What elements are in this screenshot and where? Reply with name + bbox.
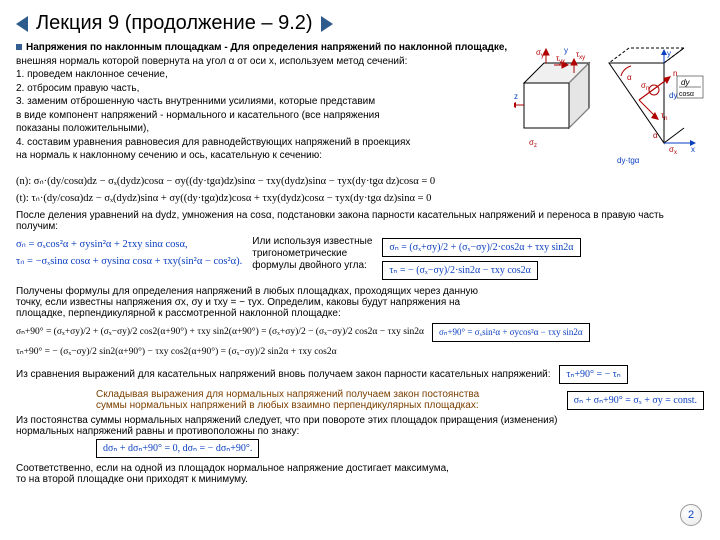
svg-text:x: x	[691, 145, 695, 154]
sigma90-long: σₙ+90° = (σₓ+σy)/2 + (σₓ−σy)/2 cos2(α+90…	[16, 326, 424, 339]
sigma90-box: σₙ+90° = σₓsin²α + σycos²α − τxy sin2α	[432, 323, 590, 342]
eq-t: (t): τₙ·(dy/cosα)dz − σₓ(dydz)sinα + σy(…	[16, 192, 704, 207]
dsigma-box: dσₙ + dσₙ+90° = 0, dσₙ = − dσₙ+90°.	[96, 439, 259, 458]
sum-box: σₙ + σₙ+90° = σₓ + σy = const.	[567, 391, 704, 410]
trig-note: Или используя известные	[252, 236, 372, 248]
svg-text:α: α	[627, 73, 632, 82]
svg-text:dy: dy	[669, 91, 677, 100]
svg-text:dy: dy	[681, 78, 690, 87]
tau-n-plain: τₙ = −σₓsinα cosα + σysinα cosα + τxy(si…	[16, 255, 242, 270]
sigma-n-boxed: σₙ = (σₓ+σy)/2 + (σₓ−σy)/2·cos2α + τxy s…	[382, 238, 580, 257]
svg-text:σn: σn	[641, 81, 649, 92]
svg-text:α: α	[653, 131, 658, 140]
after-division: После деления уравнений на dydz, умножен…	[16, 210, 704, 232]
intro-text: Напряжения по наклонным площадкам - Для …	[16, 41, 508, 173]
tau90: τₙ+90° = − (σₓ−σy)/2 sin2(α+90°) − τxy c…	[16, 346, 704, 359]
header: Лекция 9 (продолжение – 9.2)	[16, 12, 704, 35]
svg-text:cosα: cosα	[679, 91, 694, 98]
svg-text:τxy: τxy	[576, 50, 585, 61]
svg-text:y: y	[564, 46, 568, 55]
svg-text:σx: σx	[669, 145, 677, 156]
next-icon[interactable]	[321, 16, 333, 32]
max-text: Соответственно, если на одной из площадо…	[16, 463, 704, 474]
eq-n: (n): σₙ·(dy/cosα)dz − σₓ(dydz)cosα − σy(…	[16, 175, 704, 190]
parity-box: τₙ+90° = − τₙ	[559, 365, 627, 384]
stress-diagram: σy τyx τxy σz z y n σn	[514, 43, 704, 173]
tau-n-boxed: τₙ = − (σₓ−σy)/2·sin2α − τxy cos2α	[382, 261, 538, 280]
sigma-n-plain: σₙ = σₓcos²α + σysin²α + 2τxy sinα cosα,	[16, 238, 242, 253]
sum-law: Складывая выражения для нормальных напря…	[96, 389, 479, 400]
svg-text:σz: σz	[529, 138, 537, 149]
page-title: Лекция 9 (продолжение – 9.2)	[36, 12, 313, 35]
prev-icon[interactable]	[16, 16, 28, 32]
rotate-text: Из постоянства суммы нормальных напряжен…	[16, 415, 704, 426]
svg-text:z: z	[514, 92, 518, 101]
svg-text:y: y	[667, 49, 671, 58]
derive-text: Получены формулы для определения напряже…	[16, 286, 704, 297]
parity-text: Из сравнения выражений для касательных н…	[16, 369, 551, 380]
svg-text:dy·tgα: dy·tgα	[617, 156, 640, 165]
page-number: 2	[680, 504, 702, 526]
svg-text:σy: σy	[536, 48, 544, 59]
